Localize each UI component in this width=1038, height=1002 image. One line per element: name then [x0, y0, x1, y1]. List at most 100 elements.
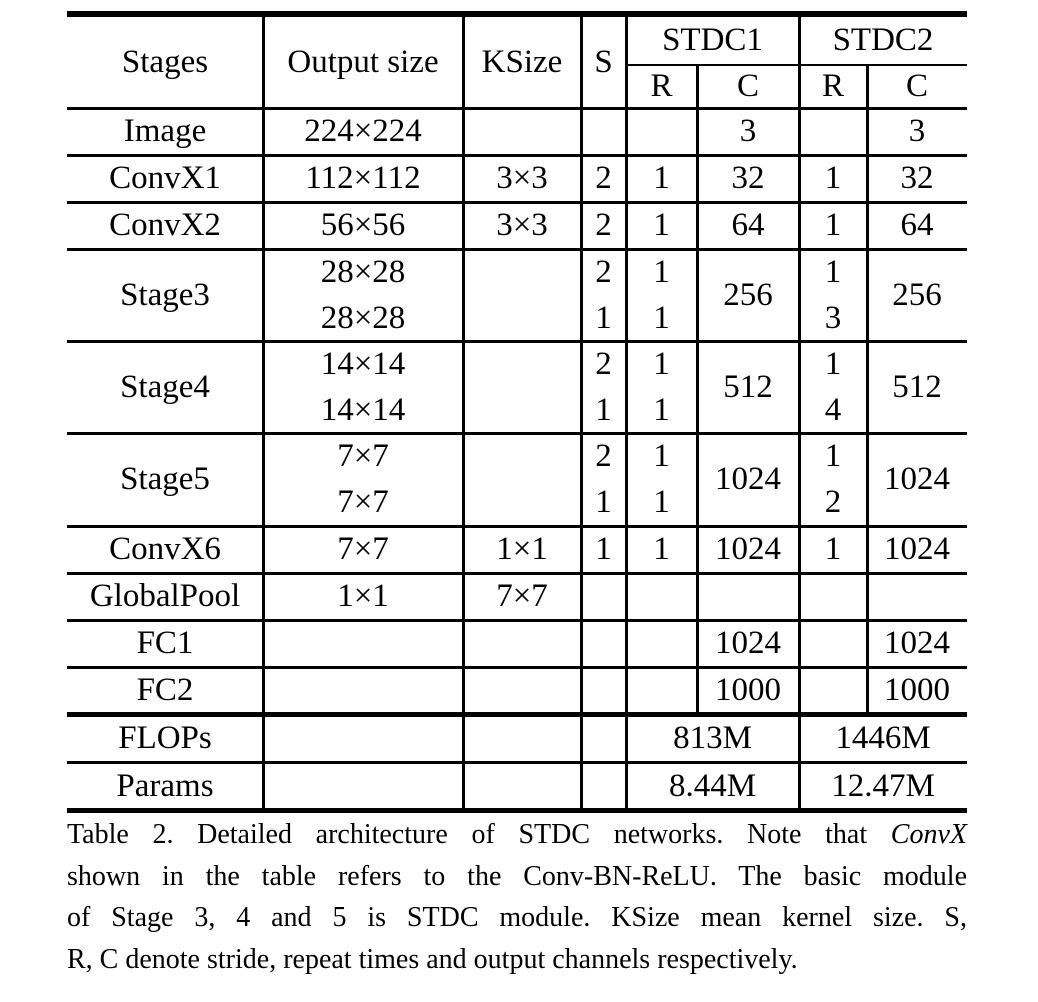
stdc2-summary-value: 12.47M: [831, 767, 935, 804]
stdc1-repeat: 1: [653, 531, 670, 567]
output-size: 7×7: [337, 484, 389, 521]
header-ksize: KSize: [481, 44, 563, 80]
output-size: 112×112: [305, 160, 421, 196]
stage-name: Stage4: [120, 368, 210, 405]
output-size: 14×14: [320, 391, 406, 428]
stdc2-summary-value: 1446M: [835, 719, 931, 756]
stage-name: Stage5: [120, 461, 210, 497]
stage-name: ConvX6: [109, 531, 221, 567]
stage-name: FC2: [136, 672, 194, 708]
stdc1-repeat: 1: [653, 391, 670, 428]
table-top-rule: [67, 11, 967, 17]
output-size: 14×14: [320, 345, 406, 382]
table-row-rule: [67, 107, 967, 110]
stdc1-channels: 1024: [715, 531, 781, 567]
stage-name: ConvX2: [109, 207, 221, 243]
header-stride: S: [594, 44, 613, 80]
stdc1-channels: 3: [739, 113, 757, 149]
column-divider: [625, 17, 628, 808]
header-stdc2: STDC2: [832, 22, 934, 58]
output-size: 7×7: [337, 531, 389, 567]
stdc2-channels: 1024: [884, 625, 950, 661]
stdc2-repeat: 3: [824, 299, 842, 336]
output-size: 224×224: [304, 113, 422, 149]
stride: 2: [595, 345, 612, 382]
stdc1-channels: 64: [731, 207, 765, 243]
table-row-rule: [67, 761, 967, 764]
table-thick-rule: [67, 808, 967, 813]
kernel-size: 3×3: [496, 207, 548, 243]
stdc2-repeat: 1: [824, 437, 842, 474]
stdc1-repeat: 1: [653, 207, 670, 243]
stdc2-channels: 512: [892, 368, 942, 405]
caption-line-3: of Stage 3, 4 and 5 is STDC module. KSiz…: [67, 902, 967, 933]
stride: 1: [595, 531, 612, 567]
stride: 1: [595, 484, 612, 521]
stdc1-channels: 1024: [715, 461, 781, 497]
kernel-size: 1×1: [496, 531, 548, 567]
column-divider: [866, 64, 869, 712]
column-divider: [696, 64, 699, 712]
header-stdc1-channels: C: [736, 67, 759, 104]
stdc1-summary-value: 8.44M: [668, 767, 757, 804]
header-stdc2-repeat: R: [821, 67, 844, 104]
stride: 2: [595, 437, 612, 474]
table-row-rule: [67, 666, 967, 669]
table-thick-rule: [67, 712, 967, 717]
output-size: 56×56: [320, 207, 406, 243]
stage-name: ConvX1: [109, 160, 221, 196]
stdc1-channels: 32: [731, 160, 765, 196]
stdc2-channels: 3: [908, 113, 926, 149]
stdc2-repeat: 1: [824, 531, 842, 567]
architecture-table: Stages Output size KSize S STDC1 STDC2 R C R C Ima…: [67, 11, 967, 813]
table-row-rule: [67, 248, 967, 251]
header-split-rule: [626, 64, 967, 66]
stdc1-repeat: 1: [653, 160, 670, 196]
column-divider: [798, 17, 801, 808]
stage-name: FC1: [136, 625, 194, 661]
header-stdc2-channels: C: [905, 67, 928, 104]
header-output-size: Output size: [287, 44, 439, 80]
column-divider: [462, 17, 465, 808]
header-stages: Stages: [121, 44, 209, 80]
table-row-rule: [67, 619, 967, 622]
stride: 1: [595, 391, 612, 428]
summary-label: FLOPs: [118, 719, 212, 756]
header-stdc1: STDC1: [662, 22, 763, 58]
caption-line-2: shown in the table refers to the Conv-BN…: [67, 860, 967, 892]
stdc2-repeat: 1: [824, 253, 842, 290]
table-caption: Table 2. Detailed architecture of STDC n…: [67, 814, 967, 980]
table-row-rule: [67, 340, 967, 343]
stdc1-channels: 1000: [715, 672, 781, 708]
stride: 2: [595, 253, 612, 290]
stdc1-repeat: 1: [653, 345, 670, 382]
kernel-size: 7×7: [496, 578, 548, 614]
output-size: 28×28: [320, 253, 406, 290]
stdc2-channels: 1024: [884, 461, 950, 497]
summary-label: Params: [116, 767, 214, 804]
stage-name: GlobalPool: [89, 578, 241, 614]
stdc2-repeat: 1: [824, 207, 842, 243]
stdc2-repeat: 1: [824, 160, 842, 196]
stage-name: Stage3: [120, 276, 210, 313]
stdc1-channels: 1024: [715, 625, 781, 661]
stdc1-repeat: 1: [653, 484, 670, 521]
table-row-rule: [67, 201, 967, 204]
caption-italic-convx: ConvX: [890, 819, 967, 850]
stage-name: Image: [123, 113, 207, 149]
column-divider: [580, 17, 583, 808]
stdc1-repeat: 1: [653, 253, 670, 290]
stdc2-repeat: 4: [824, 391, 842, 428]
kernel-size: 3×3: [496, 160, 548, 196]
column-divider: [262, 17, 265, 808]
stdc1-summary-value: 813M: [673, 719, 752, 756]
stdc1-repeat: 1: [653, 299, 670, 336]
stride: 2: [595, 207, 612, 243]
stdc2-channels: 1000: [884, 672, 950, 708]
header-stdc1-repeat: R: [650, 67, 673, 104]
stdc2-repeat: 1: [824, 345, 842, 382]
caption-line-1: Table 2. Detailed architecture of STDC n…: [67, 814, 967, 856]
caption-text: Table 2. Detailed architecture of STDC n…: [67, 819, 891, 850]
table-row-rule: [67, 432, 967, 435]
stdc2-channels: 64: [900, 207, 934, 243]
